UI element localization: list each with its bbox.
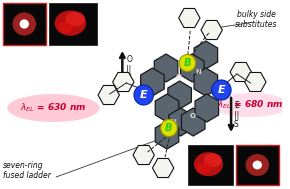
FancyBboxPatch shape bbox=[188, 145, 233, 185]
Text: E: E bbox=[140, 90, 148, 100]
Polygon shape bbox=[195, 94, 219, 122]
Ellipse shape bbox=[66, 12, 85, 26]
Polygon shape bbox=[201, 20, 222, 40]
Polygon shape bbox=[154, 54, 178, 82]
Polygon shape bbox=[133, 146, 154, 165]
Polygon shape bbox=[194, 41, 218, 69]
Polygon shape bbox=[180, 54, 204, 82]
Text: B: B bbox=[165, 123, 173, 133]
Ellipse shape bbox=[7, 94, 99, 122]
Text: N: N bbox=[170, 119, 176, 125]
Polygon shape bbox=[230, 63, 251, 81]
FancyBboxPatch shape bbox=[48, 3, 97, 45]
Polygon shape bbox=[179, 9, 200, 28]
Polygon shape bbox=[155, 94, 179, 122]
Text: $\lambda_{EL}$ = 630 nm: $\lambda_{EL}$ = 630 nm bbox=[20, 102, 87, 114]
FancyBboxPatch shape bbox=[236, 145, 279, 185]
Text: O: O bbox=[176, 74, 182, 80]
Ellipse shape bbox=[204, 153, 222, 167]
Ellipse shape bbox=[12, 12, 36, 36]
Circle shape bbox=[179, 54, 196, 71]
Polygon shape bbox=[141, 68, 164, 96]
Ellipse shape bbox=[194, 152, 223, 176]
Polygon shape bbox=[153, 158, 174, 177]
FancyBboxPatch shape bbox=[3, 3, 46, 45]
Ellipse shape bbox=[212, 93, 289, 117]
Text: bulky side
substitutes: bulky side substitutes bbox=[235, 10, 278, 29]
Circle shape bbox=[212, 80, 231, 100]
Polygon shape bbox=[168, 81, 191, 109]
Polygon shape bbox=[155, 121, 179, 149]
Circle shape bbox=[134, 85, 153, 105]
Text: E: E bbox=[218, 85, 225, 95]
Text: $\lambda_{EL}$ = 680 nm: $\lambda_{EL}$ = 680 nm bbox=[217, 99, 284, 111]
Ellipse shape bbox=[19, 19, 29, 29]
Ellipse shape bbox=[253, 161, 262, 169]
Polygon shape bbox=[169, 108, 192, 136]
Ellipse shape bbox=[246, 154, 269, 176]
Ellipse shape bbox=[55, 11, 86, 36]
Text: E
||
S: E || S bbox=[234, 101, 239, 129]
Text: N: N bbox=[195, 69, 201, 75]
Circle shape bbox=[161, 119, 177, 136]
Text: B: B bbox=[184, 58, 191, 68]
Polygon shape bbox=[113, 72, 134, 91]
Text: seven-ring
fused ladder: seven-ring fused ladder bbox=[3, 161, 51, 180]
Ellipse shape bbox=[197, 163, 211, 174]
Polygon shape bbox=[182, 108, 205, 136]
Ellipse shape bbox=[58, 22, 73, 33]
Polygon shape bbox=[245, 72, 266, 91]
Polygon shape bbox=[194, 68, 218, 96]
Text: O: O bbox=[189, 113, 195, 119]
Text: O
||
E: O || E bbox=[126, 55, 132, 83]
Polygon shape bbox=[98, 85, 119, 105]
